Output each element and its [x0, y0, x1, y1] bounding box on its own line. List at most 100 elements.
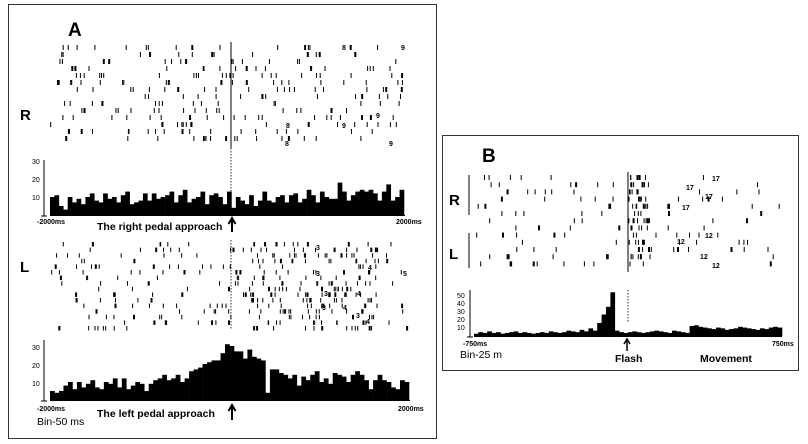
panel-a-r-raster-spike: [232, 59, 234, 64]
panel-a-l-raster-spike: [334, 292, 337, 297]
panel-a-l-raster-spike: [253, 275, 255, 281]
panel-a-l-raster-spike: [228, 320, 230, 325]
panel-b-raster-spike: [631, 189, 633, 195]
panel-b-raster-spike: [637, 247, 639, 252]
panel-a-l-bar-46: [256, 358, 262, 400]
panel-a-l-raster-spike: [252, 258, 254, 264]
panel-a-l-bar-49: [269, 369, 275, 400]
panel-b-raster-spike: [646, 225, 648, 231]
panel-a-l-bar-19: [135, 382, 141, 400]
panel-a-l-raster-spike: [114, 303, 117, 309]
panel-a-r-raster-spike: [99, 73, 101, 78]
panel-a-r-raster-spike: [167, 80, 170, 85]
panel-a-r-histogram: [50, 182, 405, 215]
panel-a-l-raster-spike: [368, 270, 370, 275]
panel-a-l-x-right: 2000ms: [398, 406, 424, 413]
panel-a-r-raster-spike: [369, 66, 371, 71]
panel-a-l-raster-spike: [181, 253, 183, 258]
panel-a-r-raster-spike: [219, 45, 221, 50]
panel-a-l-raster-spike: [333, 247, 336, 253]
panel-a-r-raster-spike: [281, 80, 283, 85]
panel-b-y-tick-10: 10: [457, 325, 465, 332]
panel-a-l-bar-50: [274, 369, 280, 400]
panel-a-r-bar-71: [364, 191, 369, 215]
panel-a-l-raster-spike: [303, 253, 305, 258]
panel-a-l-bar-2: [58, 391, 64, 400]
panel-b-raster-trial-number: 17: [712, 176, 720, 183]
panel-a-l-raster-spike: [126, 326, 128, 331]
panel-a-l-raster-spike: [258, 258, 259, 264]
panel-a-l-raster-spike: [105, 314, 107, 320]
panel-b-raster-spike: [563, 261, 565, 267]
panel-a-l-raster-spike: [115, 298, 116, 303]
panel-a-l-bar-27: [171, 378, 176, 400]
panel-a-l-raster-spike: [259, 264, 261, 269]
panel-a-r-bar-43: [240, 200, 245, 215]
panel-a-r-bar-6: [76, 198, 82, 215]
panel-a-l-raster-spike: [333, 298, 335, 303]
panel-a-r-raster-spike: [234, 136, 236, 141]
panel-a-r-bar-27: [169, 191, 175, 215]
panel-a-l-raster-trial-number: 5: [403, 271, 407, 278]
panel-a-l-raster-spike: [322, 303, 325, 309]
panel-a-l-raster-spike: [361, 309, 363, 314]
panel-a-r-raster-spike: [371, 129, 373, 134]
panel-a-r-raster-spike: [101, 73, 102, 78]
panel-b-raster-spike: [635, 232, 637, 238]
panel-a-r-raster-spike: [297, 129, 299, 134]
panel-b-raster-spike: [583, 261, 585, 267]
panel-a-l-bar-63: [332, 373, 338, 400]
panel-a-r-bar-26: [165, 195, 170, 215]
panel-a-l-bar-52: [283, 374, 289, 400]
panel-a-r-bar-10: [94, 200, 99, 215]
panel-a-l-raster-spike: [283, 242, 285, 247]
panel-b-raster-spike: [533, 247, 535, 252]
panel-b-bar-68: [773, 326, 778, 336]
panel-b-raster-spike: [476, 232, 478, 238]
panel-a-l-raster-spike: [54, 264, 57, 269]
panel-a-l-raster-spike: [315, 270, 317, 275]
panel-a-l-raster-spike: [147, 281, 150, 286]
panel-a-l-raster-spike: [315, 309, 317, 314]
panel-b-raster-spike: [635, 239, 637, 245]
panel-a-l-bar-14: [112, 378, 118, 400]
panel-b-raster-spike: [575, 182, 578, 188]
panel-a-r-raster-spike: [125, 45, 127, 50]
panel-b-bar-10: [518, 332, 523, 336]
panel-a-l-raster-spike: [273, 326, 275, 331]
panel-b-raster-spike: [645, 196, 647, 202]
panel-a-r-raster-spike: [205, 136, 207, 141]
panel-b-y-tick-50: 50: [457, 293, 465, 300]
panel-a-l-raster-spike: [279, 320, 281, 325]
panel-b-bar-1: [478, 332, 484, 336]
panel-b-y-axis: 50 40 30 20 10: [457, 290, 473, 338]
panel-a-l-raster-spike: [335, 275, 337, 281]
panel-a-l-raster-spike: [309, 314, 311, 320]
panel-b-raster-spike: [746, 218, 748, 224]
panel-a-r-bar-52: [280, 195, 285, 215]
panel-a-l-y-tick-20: 20: [32, 363, 40, 370]
panel-b-bar-15: [540, 332, 545, 336]
panel-a-r-raster-spike: [265, 122, 267, 127]
panel-a-l-raster-spike: [356, 258, 358, 264]
panel-a-r-raster-spike: [160, 115, 162, 120]
panel-b-bar-51: [698, 326, 704, 336]
panel-a-l-raster-spike: [160, 242, 162, 247]
panel-a-l-bar-9: [90, 380, 96, 400]
panel-a-l-bar-12: [103, 382, 109, 400]
panel-a-l-raster-spike: [324, 253, 326, 258]
panel-a-r-bar-55: [293, 193, 299, 215]
panel-a-r-raster-spike: [191, 52, 193, 57]
panel-a-r-raster-spike: [354, 52, 357, 57]
panel-a-l-raster-trial-number: 3: [322, 305, 326, 312]
panel-a-l-raster-spike: [270, 292, 273, 297]
panel-a-r-raster-spike: [283, 87, 285, 92]
panel-a-l-raster-spike: [133, 314, 135, 320]
panel-b-bar-7: [504, 332, 510, 336]
panel-a-r-raster-spike: [195, 73, 197, 78]
panel-a-r-bar-17: [125, 191, 130, 215]
panel-b-histogram: [474, 292, 783, 336]
panel-a-l-raster-spike: [307, 303, 309, 309]
panel-a-r-raster-spike: [217, 101, 219, 106]
panel-b-bar-37: [636, 332, 642, 336]
